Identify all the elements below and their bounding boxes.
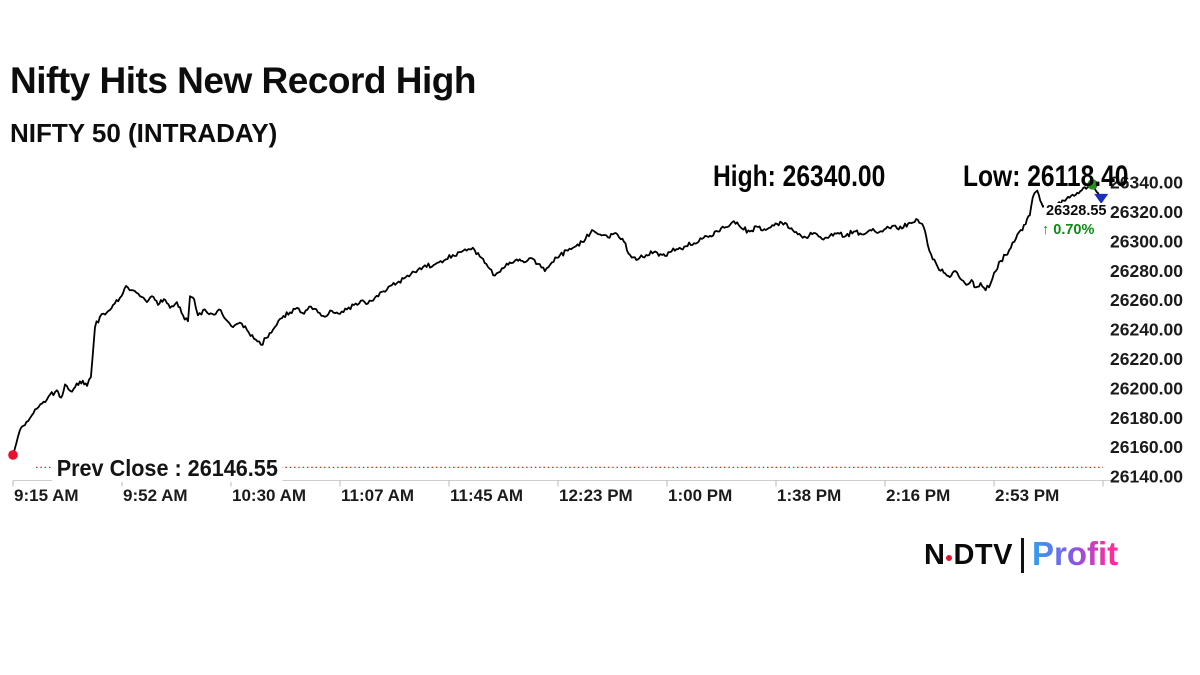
x-axis-label: 1:38 PM: [777, 486, 841, 505]
x-axis-label: 2:16 PM: [886, 486, 950, 505]
last-price-label: 26328.55: [1044, 203, 1109, 219]
profit-wordmark: Profit: [1032, 535, 1118, 572]
high-value-label: High: 26340.00: [713, 160, 886, 193]
y-axis-label: 26220.00: [1110, 349, 1183, 369]
y-axis-label: 26160.00: [1110, 437, 1183, 457]
ndtv-profit-logo: N DTV Profit: [924, 534, 1142, 576]
profit-wordmark-svg: Profit: [1032, 535, 1118, 572]
y-axis-label: 26200.00: [1110, 378, 1183, 398]
change-percent-label: ↑ 0.70%: [1042, 222, 1095, 238]
x-axis-label: 1:00 PM: [668, 486, 732, 505]
x-axis-label: 12:23 PM: [559, 486, 633, 505]
x-axis-label: 9:15 AM: [14, 486, 79, 505]
prev-close-label: Prev Close : 26146.55: [52, 455, 283, 482]
high-marker: [1087, 179, 1098, 190]
x-axis-label: 2:53 PM: [995, 486, 1059, 505]
y-axis-label: 26300.00: [1110, 231, 1183, 251]
logo-separator: [1020, 537, 1024, 573]
y-axis-label: 26140.00: [1110, 467, 1183, 487]
ndtv-wordmark: N DTV: [924, 538, 1013, 571]
x-axis-label: 10:30 AM: [232, 486, 306, 505]
x-axis-label: 9:52 AM: [123, 486, 188, 505]
x-axis-label: 11:07 AM: [341, 486, 414, 505]
open-marker: [8, 450, 18, 460]
y-axis-label: 26240.00: [1110, 320, 1183, 340]
profit-wordmark-wrap: Profit: [1032, 534, 1142, 576]
y-axis-label: 26280.00: [1110, 261, 1183, 281]
ndtv-letter-n: N: [924, 538, 946, 571]
low-value-label: Low: 26118.40: [963, 160, 1129, 193]
y-axis-label: 26320.00: [1110, 202, 1183, 222]
chart-subtitle: NIFTY 50 (INTRADAY): [10, 118, 278, 148]
ndtv-letters-dtv: DTV: [953, 538, 1013, 571]
y-axis-label: 26340.00: [1110, 173, 1183, 193]
x-axis-label: 11:45 AM: [450, 486, 523, 505]
price-line: [12, 183, 1104, 456]
y-axis-label: 26260.00: [1110, 290, 1183, 310]
ndtv-red-dot-icon: [946, 555, 953, 561]
y-axis-label: 26180.00: [1110, 408, 1183, 428]
page-title: Nifty Hits New Record High: [10, 60, 477, 101]
close-marker: [1094, 193, 1109, 204]
